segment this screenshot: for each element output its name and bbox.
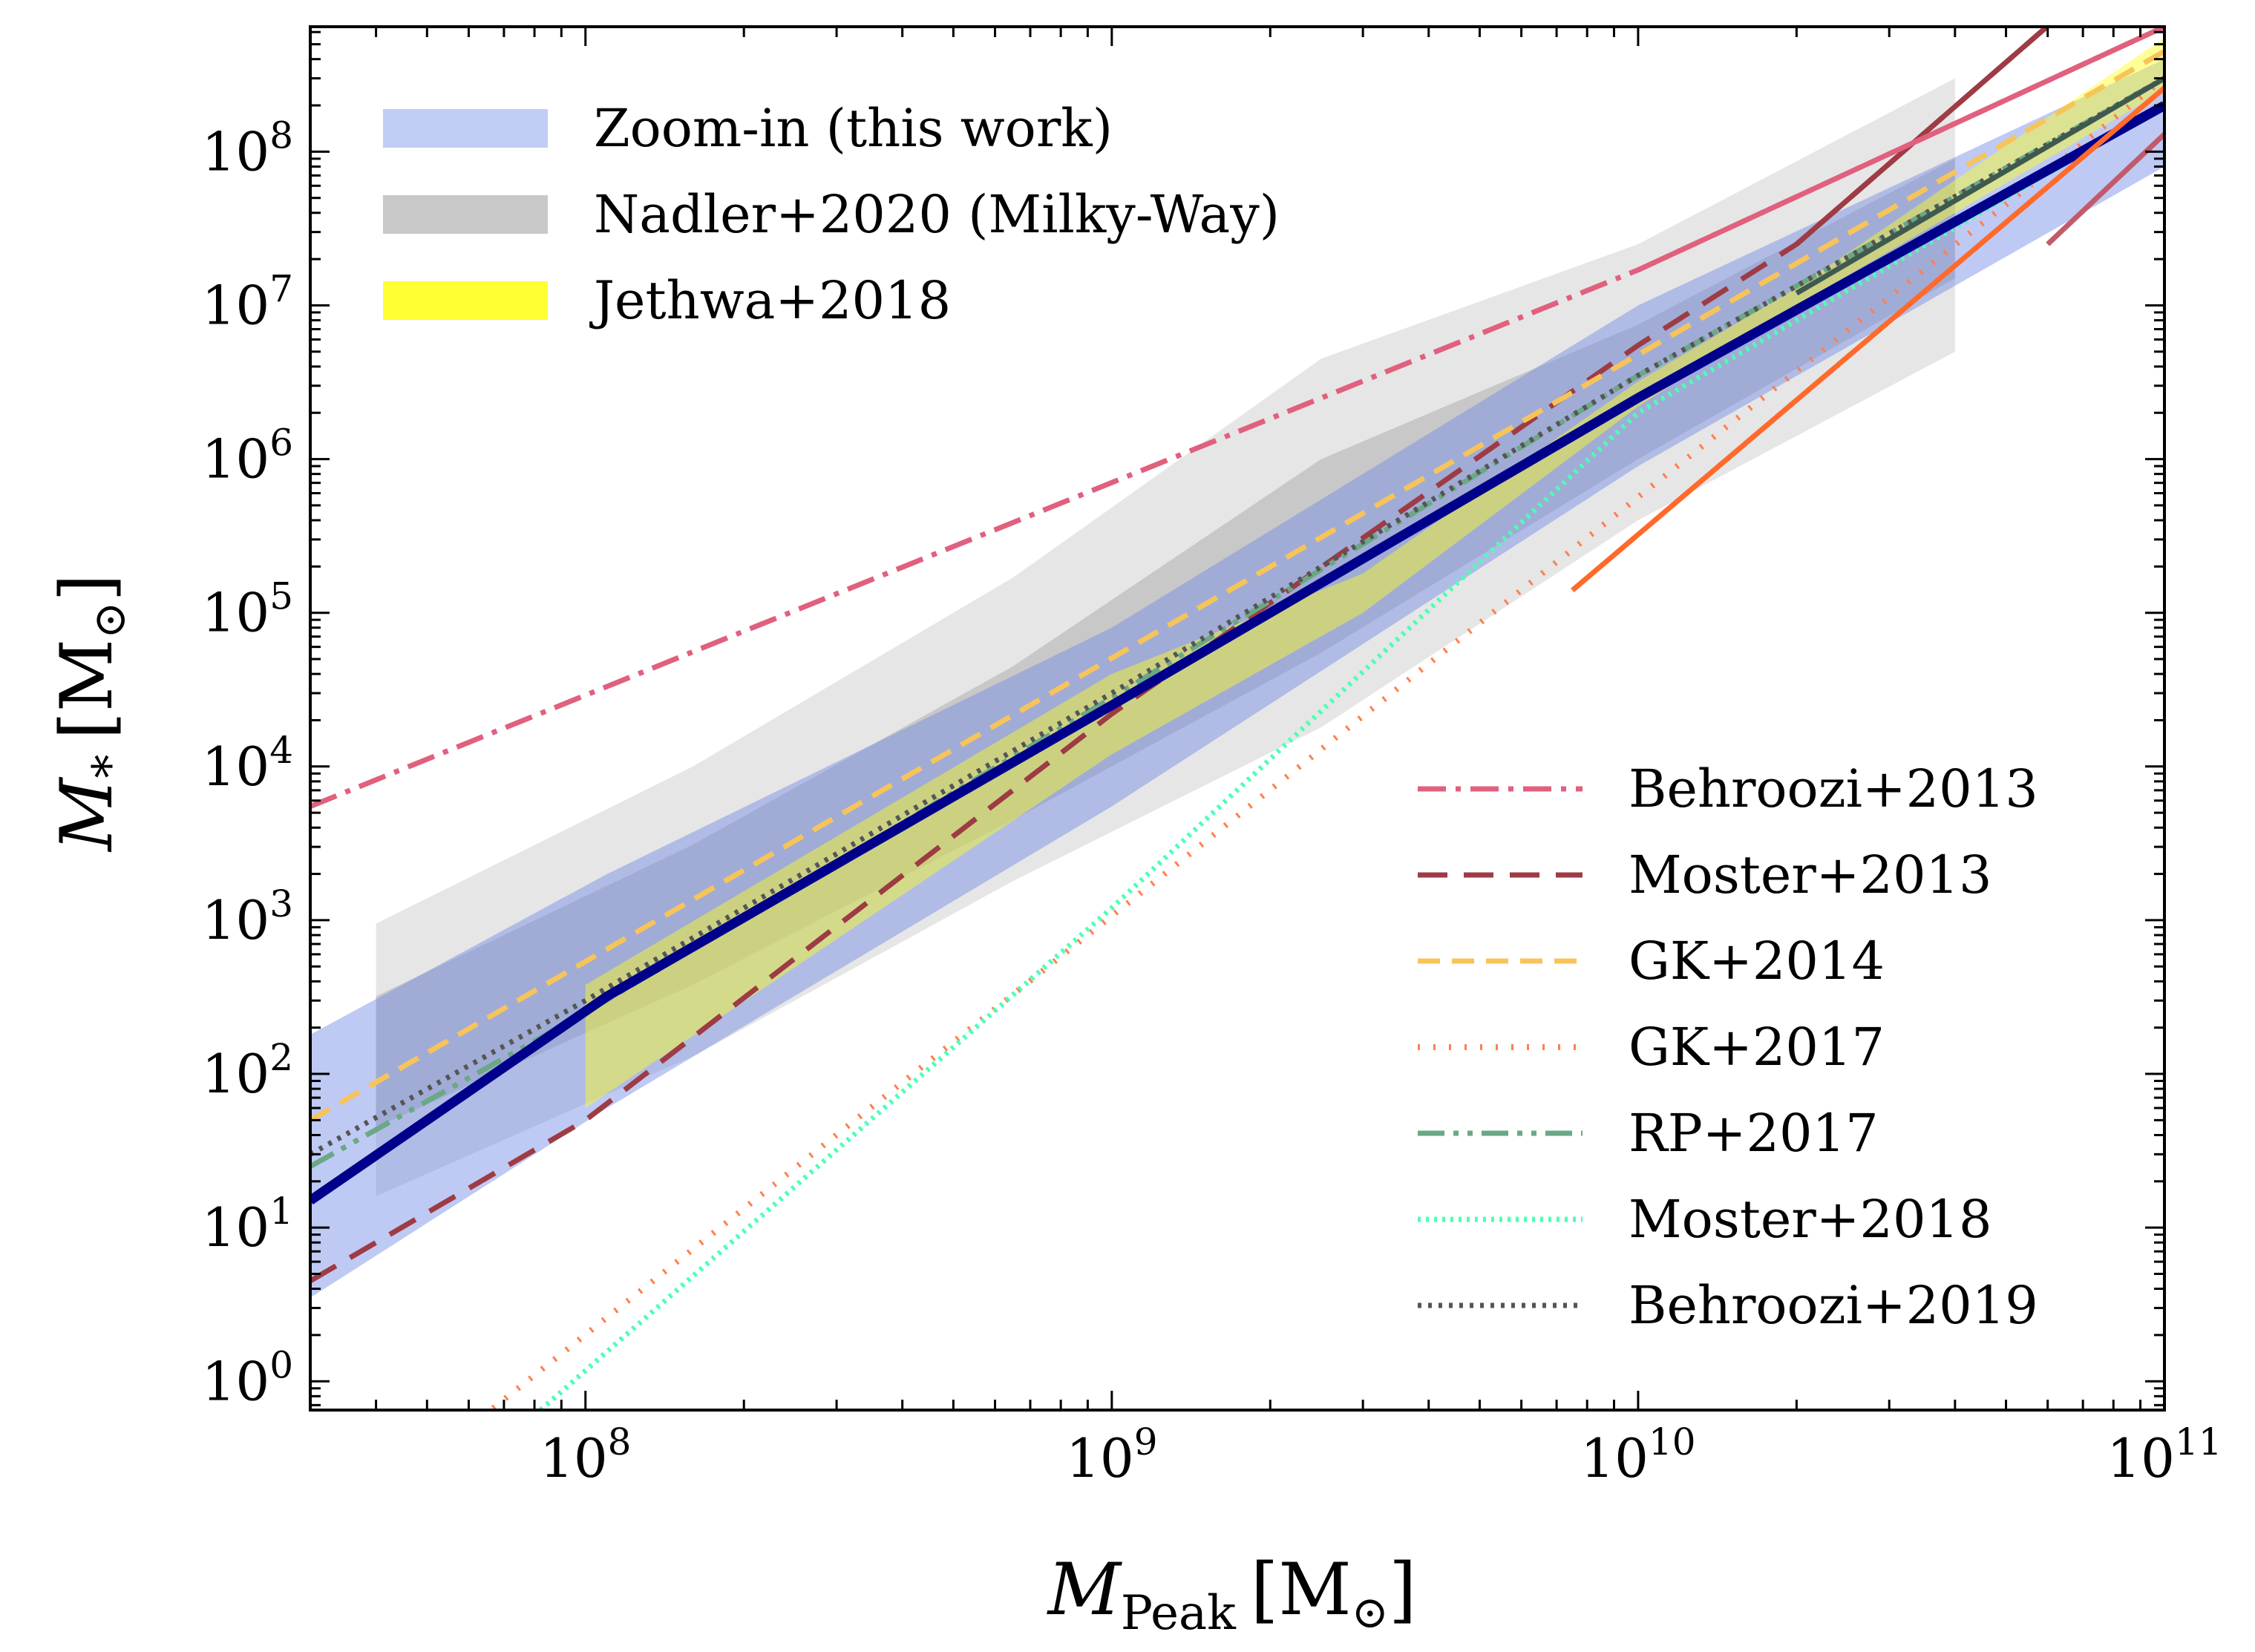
- tick-labels: 108 109 1010 1011 100 101 102 103 104 105 106 107 10…: [202, 114, 2222, 1489]
- y-tick-label: 104: [202, 729, 293, 798]
- legend-entry-behroozi-2013: Behroozi+2013: [1418, 758, 2038, 819]
- band-jethwa-2018: [585, 38, 2164, 1108]
- legend-label: Moster+2018: [1629, 1189, 1992, 1250]
- legend-lines: Behroozi+2013 Moster+2013 GK+2014 GK+2017 RP…: [1418, 758, 2038, 1336]
- y-tick-label: 105: [202, 575, 293, 644]
- plot-area: [310, 27, 2164, 1410]
- legend-swatch: [383, 195, 548, 234]
- legend-entry-behroozi-2019: Behroozi+2019: [1418, 1275, 2038, 1336]
- series-line-extra-8: [1571, 85, 2164, 593]
- x-axis-title: MPeak [M⊙]: [1047, 1548, 1417, 1641]
- series-line-extra-10: [1637, 27, 2164, 272]
- y-tick-label: 106: [202, 422, 293, 491]
- series-line-extra-11: [1795, 76, 2164, 296]
- legend-label: Behroozi+2019: [1629, 1275, 2038, 1336]
- series-line-gk-2014: [310, 49, 2164, 1123]
- y-tick-label: 107: [202, 267, 293, 336]
- y-tick-label: 102: [202, 1036, 293, 1105]
- series-line-extra-7: [310, 101, 2164, 1205]
- band-zoom-in-this-work: [310, 59, 2164, 1298]
- series-line-extra-12: [2046, 132, 2164, 246]
- legend-entry-gk-2017: GK+2017: [1418, 1017, 1885, 1078]
- legend-label: Nadler+2020 (Milky-Way): [594, 184, 1280, 245]
- legend-entry-nadler-2020-milky-way: Nadler+2020 (Milky-Way): [383, 184, 1280, 245]
- x-tick-label: 108: [540, 1420, 631, 1489]
- legend-label: GK+2014: [1629, 931, 1885, 991]
- x-tick-label: 109: [1066, 1420, 1157, 1489]
- legend-entry-moster-2018: Moster+2018: [1418, 1189, 1992, 1250]
- series-layer: [310, 27, 2164, 1410]
- legend-entry-zoom-in-this-work: Zoom-in (this work): [383, 98, 1113, 159]
- series-line-behroozi-2019: [310, 76, 2164, 1157]
- legend-entry-rp-2017: RP+2017: [1418, 1103, 1879, 1164]
- legend-swatch: [383, 109, 548, 148]
- plot-frame: [309, 25, 2166, 1412]
- legend-entry-gk-2014: GK+2014: [1418, 931, 1885, 991]
- legend-label: Zoom-in (this work): [594, 98, 1113, 159]
- y-tick-label: 100: [202, 1343, 293, 1412]
- y-tick-label: 108: [202, 114, 293, 183]
- y-tick-label: 103: [202, 882, 293, 951]
- x-tick-label: 1010: [1580, 1420, 1695, 1489]
- series-line-moster-2018: [536, 102, 2164, 1410]
- legend-label: Jethwa+2018: [589, 270, 951, 331]
- y-tick-label: 101: [202, 1190, 293, 1259]
- y-axis-title: M*[M⊙]: [45, 574, 138, 853]
- legend-entry-jethwa-2018: Jethwa+2018: [383, 270, 951, 331]
- legend-entry-moster-2013: Moster+2013: [1418, 845, 1992, 905]
- legend-label: GK+2017: [1629, 1017, 1885, 1078]
- legend-bands: Zoom-in (this work) Nadler+2020 (Milky-Wa…: [383, 98, 1280, 331]
- legend-swatch: [383, 281, 548, 320]
- series-line-rp-2017: [310, 76, 2164, 1169]
- x-tick-label: 1011: [2107, 1420, 2222, 1489]
- legend-label: RP+2017: [1629, 1103, 1879, 1164]
- legend-label: Moster+2013: [1629, 845, 1992, 905]
- legend-label: Behroozi+2013: [1629, 758, 2038, 819]
- series-line-extra-9: [1795, 27, 2052, 246]
- ticks-layer: [309, 27, 2166, 1410]
